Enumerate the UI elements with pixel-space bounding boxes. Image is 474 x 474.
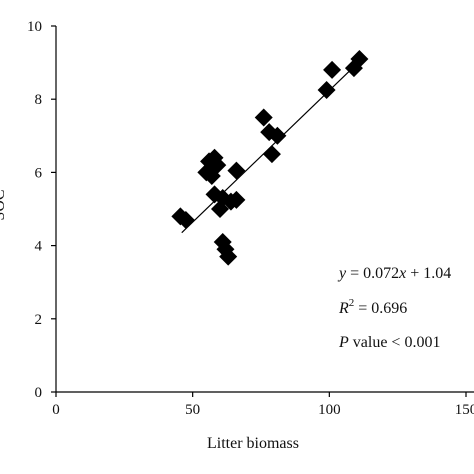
x-axis-title: Litter biomass xyxy=(207,435,299,452)
data-point xyxy=(208,156,227,175)
y-tick-label: 0 xyxy=(35,385,43,401)
x-tick-label: 0 xyxy=(52,402,60,418)
y-axis-title: SOC xyxy=(0,189,8,220)
x-tick-label: 150 xyxy=(455,402,474,418)
r-squared-label: R2 = 0.696 xyxy=(338,297,407,317)
p-value-label: P value < 0.001 xyxy=(338,334,440,351)
data-point xyxy=(268,126,287,145)
data-point xyxy=(227,161,246,180)
y-tick-label: 4 xyxy=(35,239,43,255)
data-point xyxy=(317,81,336,100)
data-point xyxy=(323,60,342,79)
x-tick-label: 50 xyxy=(185,402,200,418)
y-ticks: 0 2 4 6 8 10 xyxy=(27,19,56,401)
regression-equation: y = 0.072x + 1.04 xyxy=(337,265,451,282)
data-point xyxy=(216,240,235,259)
x-tick-label: 100 xyxy=(318,402,341,418)
data-point xyxy=(350,49,369,68)
y-tick-label: 10 xyxy=(27,19,42,35)
x-ticks: 0 50 100 150 xyxy=(52,392,474,418)
data-point xyxy=(262,145,281,164)
axes xyxy=(55,26,474,393)
y-tick-label: 8 xyxy=(35,92,43,108)
y-tick-label: 2 xyxy=(35,312,43,328)
data-point xyxy=(219,247,238,266)
data-point xyxy=(176,210,195,229)
data-points xyxy=(171,49,369,266)
y-tick-label: 6 xyxy=(35,165,43,181)
data-point xyxy=(254,108,273,127)
data-point xyxy=(227,190,246,209)
regression-annotations: y = 0.072x + 1.04 R2 = 0.696 P value < 0… xyxy=(337,265,451,351)
